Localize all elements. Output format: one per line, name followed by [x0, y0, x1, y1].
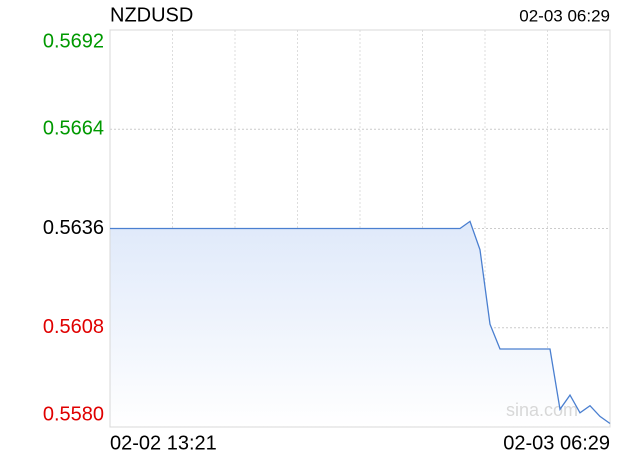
y-tick-label: 0.5636 — [43, 217, 104, 239]
x-tick-label: 02-02 13:21 — [110, 432, 217, 454]
timestamp: 02-03 06:29 — [519, 6, 610, 25]
x-tick-label: 02-03 06:29 — [503, 432, 610, 454]
y-tick-label: 0.5664 — [43, 118, 104, 140]
chart-title: NZDUSD — [110, 4, 193, 26]
area-fill — [110, 221, 610, 427]
y-tick-label: 0.5692 — [43, 30, 104, 52]
price-line — [110, 220, 611, 425]
y-tick-label: 0.5580 — [43, 403, 104, 425]
y-tick-label: 0.5608 — [43, 316, 104, 338]
watermark: sina.com — [506, 400, 578, 420]
